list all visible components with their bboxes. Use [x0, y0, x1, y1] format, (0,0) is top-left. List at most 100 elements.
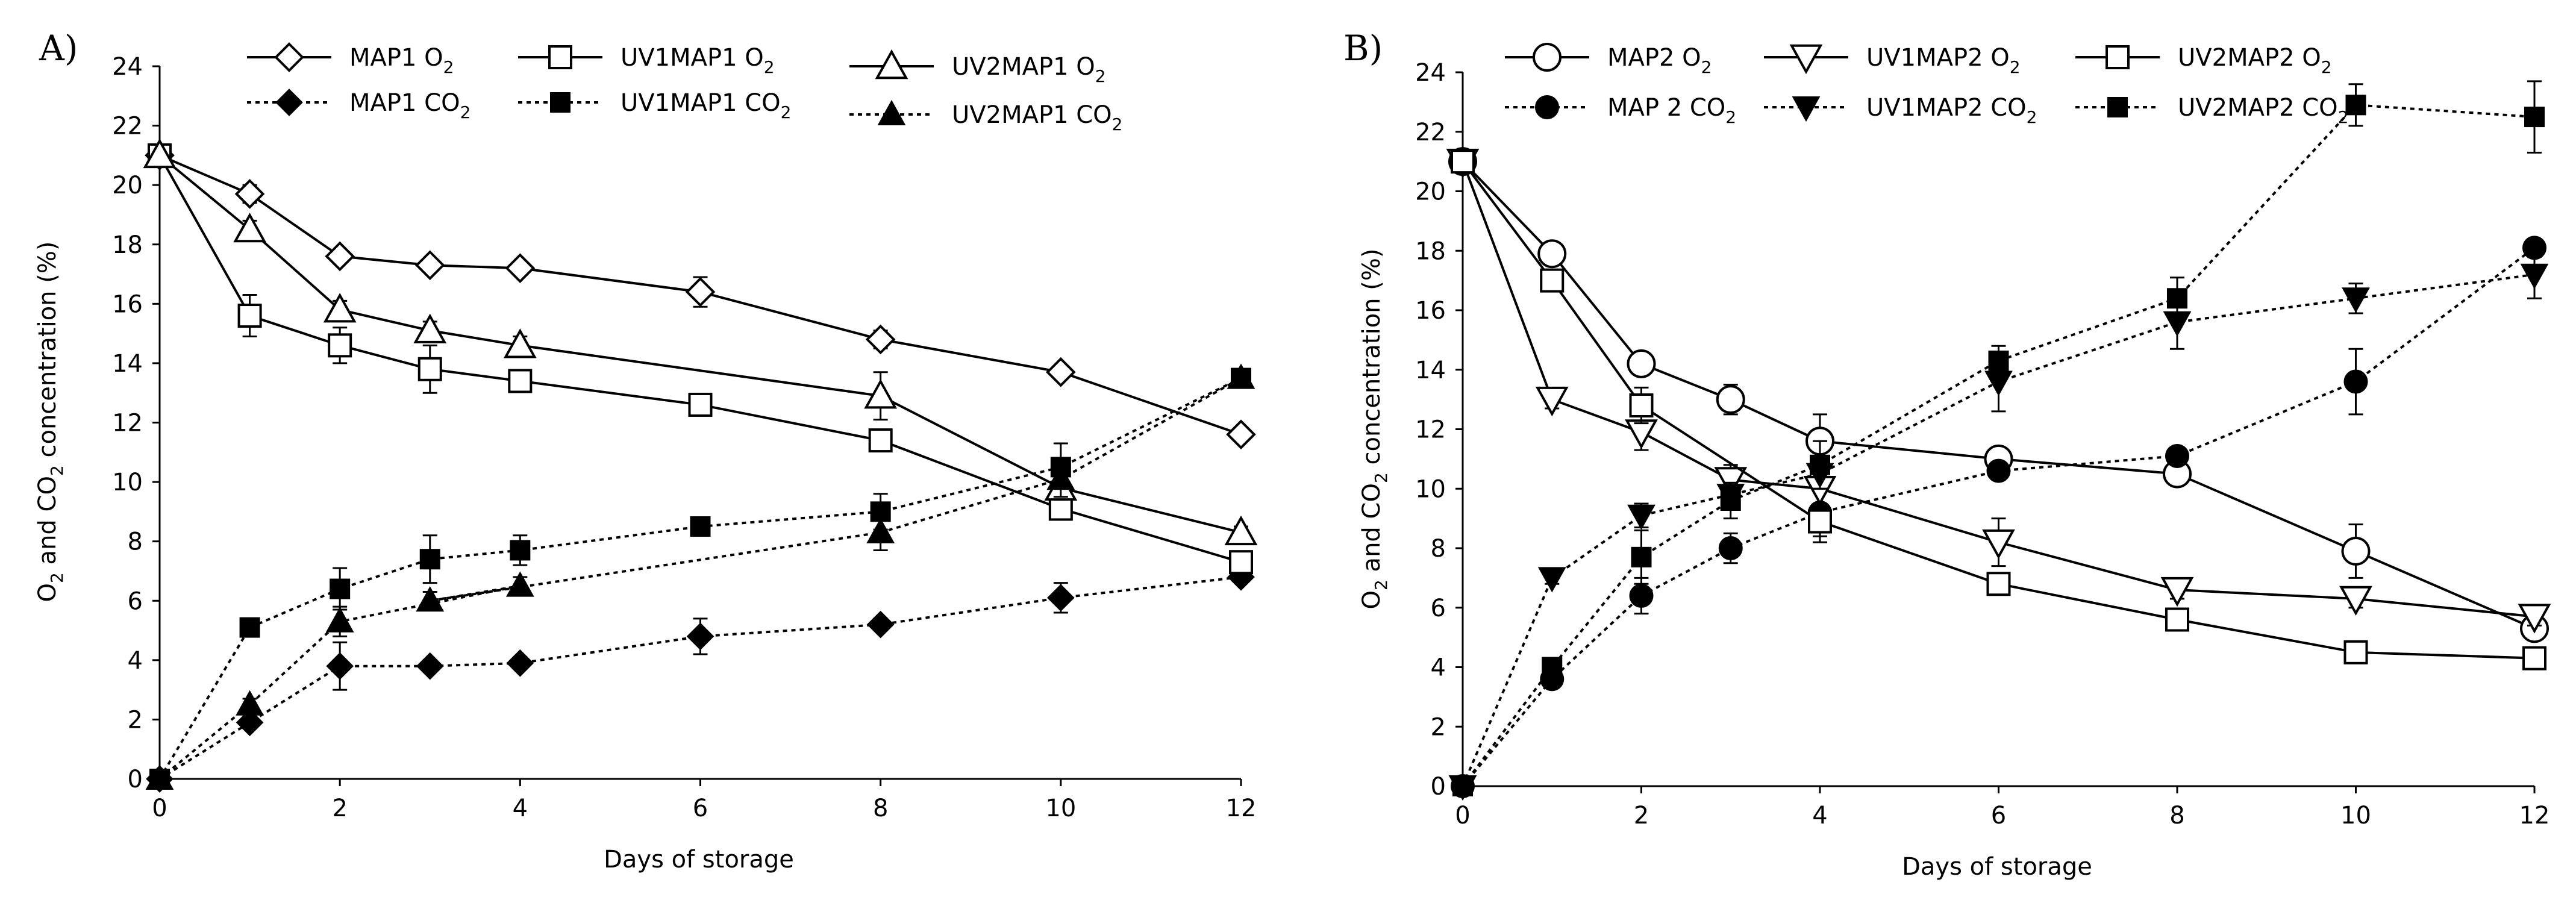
legend-label: UV1MAP1 O2 [621, 44, 775, 77]
legend-label: MAP2 O2 [1607, 44, 1712, 77]
data-point [2341, 536, 2371, 566]
data-point [1046, 464, 1075, 490]
data-point [1627, 504, 1655, 530]
data-point [505, 253, 536, 284]
panel-label: B) [1343, 28, 1383, 69]
data-point [2518, 604, 2551, 634]
legend-marker [2106, 45, 2130, 69]
data-point [1631, 546, 1652, 567]
x-tick-label: 12 [2519, 802, 2550, 830]
x-tick-label: 2 [1634, 802, 1649, 830]
y-tick-label: 0 [1431, 773, 1446, 801]
text-part: 2 [2338, 107, 2349, 127]
data-point [510, 540, 531, 561]
legend-entry: UV1MAP2 O2 [1764, 44, 2021, 77]
series-uv1map1-co2 [149, 367, 1251, 789]
text-part: 2 [460, 102, 471, 122]
data-point [1808, 509, 1832, 534]
x-tick-label: 4 [513, 795, 528, 822]
y-tick-label: 2 [1431, 713, 1446, 741]
data-point [685, 277, 716, 307]
y-tick-label: 12 [1415, 416, 1446, 444]
data-point [1986, 458, 2011, 483]
data-point [1627, 349, 1656, 378]
legend-entry: UV2MAP2 CO2 [2075, 94, 2349, 127]
text-part: 2 [1371, 472, 1391, 483]
data-point [1625, 419, 1658, 449]
y-tick-label: 10 [112, 469, 143, 496]
legend-label: UV2MAP2 CO2 [2178, 94, 2349, 127]
data-point [417, 357, 442, 381]
x-axis-title: Days of storage [604, 846, 794, 873]
legend-marker [275, 89, 303, 116]
text-part: 2 [1095, 66, 1106, 86]
data-point [866, 610, 895, 639]
x-tick-label: 0 [152, 795, 167, 822]
y-tick-label: 14 [112, 350, 143, 378]
x-tick-label: 10 [2340, 802, 2371, 830]
text-part: 2 [1725, 107, 1736, 127]
data-point [1540, 268, 1565, 293]
data-point [865, 324, 896, 355]
text-part: 2 [47, 572, 67, 583]
data-point [236, 708, 264, 737]
legend-entry: MAP 2 CO2 [1505, 94, 1736, 127]
x-tick-label: 0 [1455, 802, 1470, 830]
text-part: 2 [47, 465, 67, 476]
data-point [1537, 567, 1566, 593]
data-point [323, 293, 357, 323]
data-point [1046, 357, 1076, 387]
y-tick-label: 8 [1431, 535, 1446, 563]
x-axis-title: Days of storage [1902, 853, 2092, 881]
legend-label: UV1MAP2 CO2 [1866, 94, 2037, 127]
data-point [1048, 496, 1073, 521]
x-tick-label: 8 [2169, 802, 2184, 830]
text-part: UV1MAP1 CO [621, 89, 781, 117]
text-part: MAP2 O [1607, 44, 1701, 72]
data-point [2165, 607, 2189, 632]
y-tick-label: 16 [1415, 297, 1446, 325]
text-part: 2 [1112, 114, 1123, 134]
text-part: UV1MAP2 O [1866, 44, 2010, 72]
series-uv1map1-o2 [148, 143, 1253, 575]
data-point [1537, 239, 1567, 269]
text-part: O [34, 583, 61, 602]
panel-label: A) [39, 28, 78, 69]
series-map-2-co2 [1451, 236, 2546, 798]
data-point [237, 304, 262, 328]
data-point [413, 313, 447, 343]
y-tick-label: 0 [128, 766, 143, 793]
y-axis-title: O2 and CO2 concentration (%) [34, 242, 67, 602]
text-part: 2 [764, 57, 775, 77]
text-part: and CO [34, 476, 61, 572]
data-point [326, 652, 354, 680]
data-point [1718, 536, 1743, 560]
legend-entry: UV2MAP1 O2 [849, 49, 1106, 86]
data-point [1226, 419, 1256, 450]
legend-marker [550, 92, 571, 113]
data-point [2167, 288, 2187, 309]
data-point [2342, 287, 2370, 313]
text-part: MAP1 O [349, 44, 443, 72]
legend-label: UV2MAP2 O2 [2178, 44, 2332, 77]
data-point [1229, 550, 1253, 575]
legend-marker [2107, 97, 2128, 117]
text-part: UV2MAP2 O [2178, 44, 2321, 72]
y-tick-label: 22 [1415, 119, 1446, 146]
legend-label: UV1MAP1 CO2 [621, 89, 792, 122]
series-line [1462, 273, 2535, 787]
y-tick-label: 4 [128, 647, 143, 675]
y-tick-label: 6 [1431, 595, 1446, 622]
text-part: 2 [1701, 57, 1712, 77]
y-axis-title: O2 and CO2 concentration (%) [1358, 249, 1391, 610]
data-point [866, 517, 895, 543]
data-point [1720, 490, 1741, 511]
x-tick-label: 6 [693, 795, 708, 822]
x-tick-label: 4 [1812, 802, 1827, 830]
text-part: O [1358, 590, 1386, 609]
data-point [506, 649, 534, 677]
legend-label: UV2MAP1 O2 [952, 53, 1106, 86]
data-point [1047, 584, 1075, 612]
text-part: concentration (%) [1358, 249, 1386, 473]
